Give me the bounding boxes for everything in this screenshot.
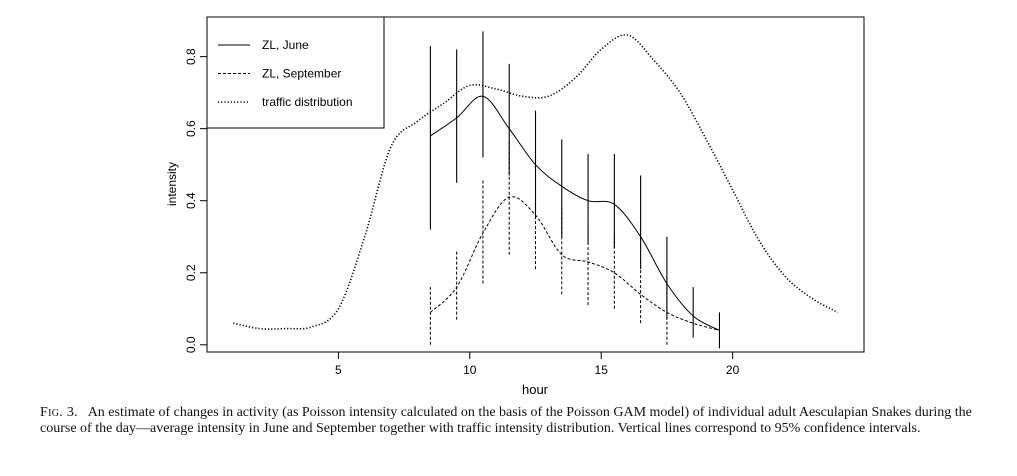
x-tick-label: 10 [463,363,477,377]
chart: 5 10 15 20 0.0 0.2 0.4 0.6 0.8 ZL, June ZL, Septe… [165,16,865,397]
figure-caption: Fig. 3. An estimate of changes in activi… [40,405,1000,436]
x-tick-label: 5 [335,363,342,377]
legend-label: ZL, June [262,38,309,52]
series-line [430,196,720,331]
series-line [430,95,720,331]
legend: ZL, June ZL, September traffic distributio… [206,16,385,129]
legend-label: ZL, September [262,67,341,81]
figure-label: Fig. 3. [40,405,78,420]
y-tick-label: 0.6 [184,120,198,137]
y-tick-label: 0.4 [184,192,198,209]
x-tick-label: 20 [726,363,740,377]
legend-box [206,16,385,129]
y-tick-label: 0.8 [184,48,198,65]
legend-label: traffic distribution [262,95,353,109]
caption-text: An estimate of changes in activity (as P… [40,405,972,436]
axes: 5 10 15 20 0.0 0.2 0.4 0.6 0.8 [184,48,740,377]
y-tick-label: 0.2 [184,264,198,281]
series-lines [233,34,839,331]
x-axis-label: hour [522,382,549,397]
x-tick-label: 15 [595,363,609,377]
plot-frame [206,16,865,353]
y-axis-label: intensity [165,162,179,206]
y-tick-label: 0.0 [184,336,198,353]
